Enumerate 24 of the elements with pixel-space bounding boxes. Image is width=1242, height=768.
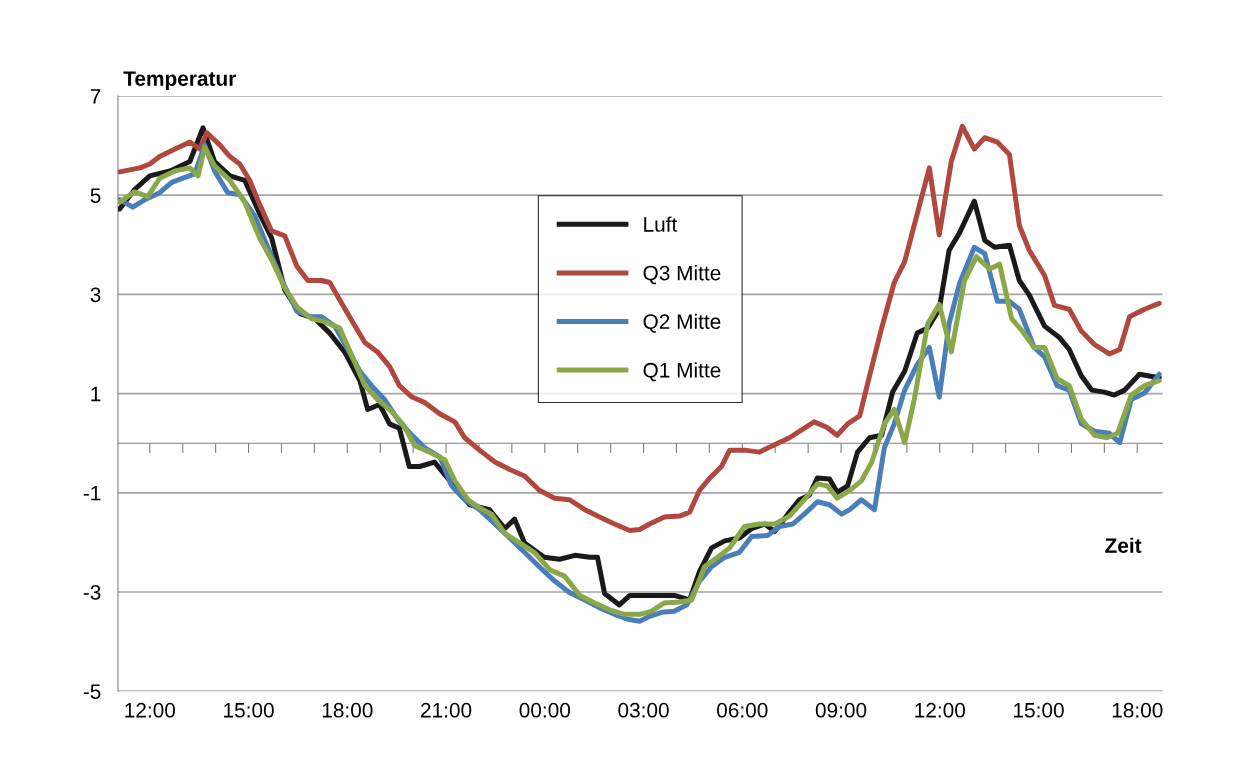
x-tick-label: 18:00 [322,702,373,718]
legend-label: Q2 Mitte [643,313,721,333]
legend-label: Q1 Mitte [643,362,721,382]
legend-label: Q3 Mitte [643,265,721,285]
x-tick-label: 09:00 [815,702,867,718]
y-tick-label: 7 [90,89,101,104]
x-tick-label: 15:00 [224,702,274,718]
legend-label: Luft [644,216,678,232]
x-tick-label: 06:00 [717,702,768,718]
x-axis-title: Zeit [1105,537,1142,553]
y-tick-label: 3 [90,287,101,303]
y-axis-title: Temperatur [123,71,236,91]
x-tick-label: 12:00 [915,702,966,718]
y-tick-label: 1 [91,386,101,402]
y-tick-label: -1 [83,486,101,501]
x-tick-label: 00:00 [519,702,571,718]
x-tick-label: 15:00 [1014,702,1064,718]
x-tick-label: 21:00 [421,702,472,718]
y-tick-label: 5 [90,188,101,203]
x-tick-label: 12:00 [125,702,176,718]
y-tick-label: -5 [83,684,101,699]
y-tick-label: -3 [83,585,101,600]
x-tick-label: 03:00 [618,702,669,718]
x-tick-label: 18:00 [1112,702,1163,718]
